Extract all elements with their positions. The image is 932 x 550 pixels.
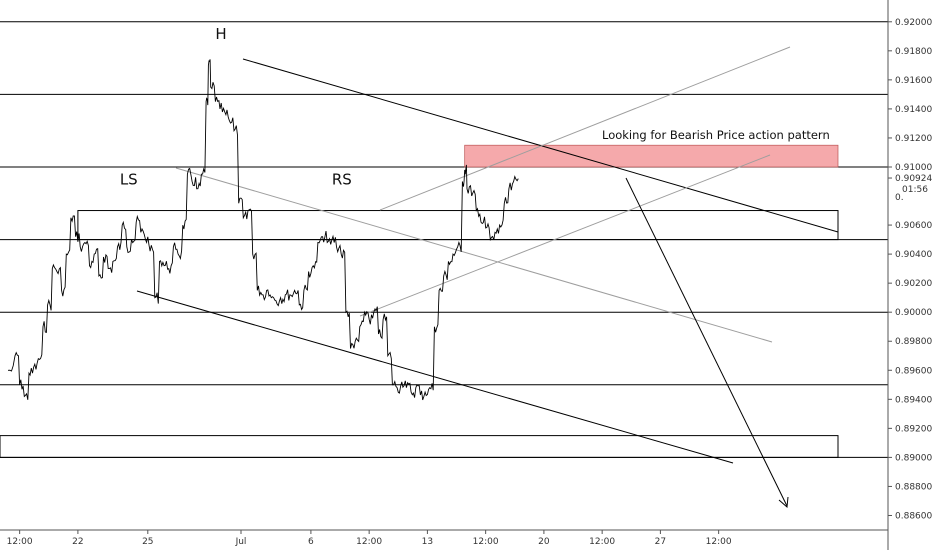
bearish-zone-label: Looking for Bearish Price action pattern	[602, 128, 830, 142]
x-tick-label: 12:00	[706, 537, 732, 547]
pattern-label-h: H	[215, 25, 226, 43]
y-tick-label: 0.92000	[895, 18, 932, 28]
arrow-head	[778, 496, 789, 509]
y-axis: 0.92000 0.91800 0.91600 0.91400 0.91200 0.910…	[887, 0, 932, 550]
range-boxes	[0, 210, 839, 458]
x-tick-label: 12:00	[589, 537, 615, 547]
x-tick-label: 12:00	[7, 537, 33, 547]
y-tick-label: 0.91400	[895, 105, 932, 115]
y-tick-label: 0.90400	[895, 250, 932, 260]
range-box	[0, 435, 839, 458]
bearish-zone: Looking for Bearish Price action pattern	[464, 128, 839, 168]
x-tick-label: 13	[422, 537, 433, 547]
rising-channel-lower	[359, 154, 771, 317]
price-series	[7, 59, 519, 401]
x-tick-label: 22	[72, 537, 83, 547]
x-tick-label: 12:00	[473, 537, 499, 547]
x-tick-label: 6	[308, 537, 314, 547]
bearish-zone-rect	[464, 144, 839, 168]
pattern-label-ls: LS	[120, 170, 138, 188]
x-tick-label: Jul	[235, 537, 247, 547]
x-tick-label: 27	[655, 537, 666, 547]
annotations: H LS RS	[120, 25, 352, 188]
current-price-label: 0.90924	[895, 174, 932, 184]
x-axis: 12:00 22 25 Jul 6 12:00 13 12:00 20 12:00 27 12:00	[0, 529, 932, 547]
projection-arrow	[625, 177, 788, 507]
y-tick-label: 0.90000	[895, 308, 932, 318]
y-tick-label: 0.90600	[895, 221, 932, 231]
y-tick-label: 0.91200	[895, 134, 932, 144]
lower-channel-trendline	[136, 290, 734, 464]
price-line	[7, 59, 519, 401]
rising-channel-upper	[379, 46, 791, 211]
y-axis-background	[888, 0, 932, 550]
y-tick-label: 0.89800	[895, 337, 932, 347]
range-box	[77, 210, 839, 241]
y-tick-label: 0.89600	[895, 366, 932, 376]
y-tick-label: 0.91000	[895, 163, 932, 173]
y-tick-label: 0.88600	[895, 511, 932, 521]
y-tick-label: 0.88800	[895, 482, 932, 492]
y-tick-label: 0.91800	[895, 47, 932, 57]
neckline-trendline	[175, 167, 773, 343]
countdown-label: 01:56	[902, 185, 928, 195]
x-tick-label: 20	[538, 537, 550, 547]
y-tick-label: 0.89000	[895, 453, 932, 463]
y-tick-label: 0.89200	[895, 424, 932, 434]
trendlines	[136, 46, 839, 509]
partial-price-label: 0.	[895, 193, 904, 203]
y-tick-label: 0.91600	[895, 76, 932, 86]
x-tick-label: 25	[142, 537, 153, 547]
y-tick-label: 0.89400	[895, 395, 932, 405]
x-tick-label: 12:00	[356, 537, 382, 547]
y-tick-label: 0.90200	[895, 279, 932, 289]
pattern-label-rs: RS	[332, 170, 352, 188]
resistance-trendline	[242, 58, 839, 233]
